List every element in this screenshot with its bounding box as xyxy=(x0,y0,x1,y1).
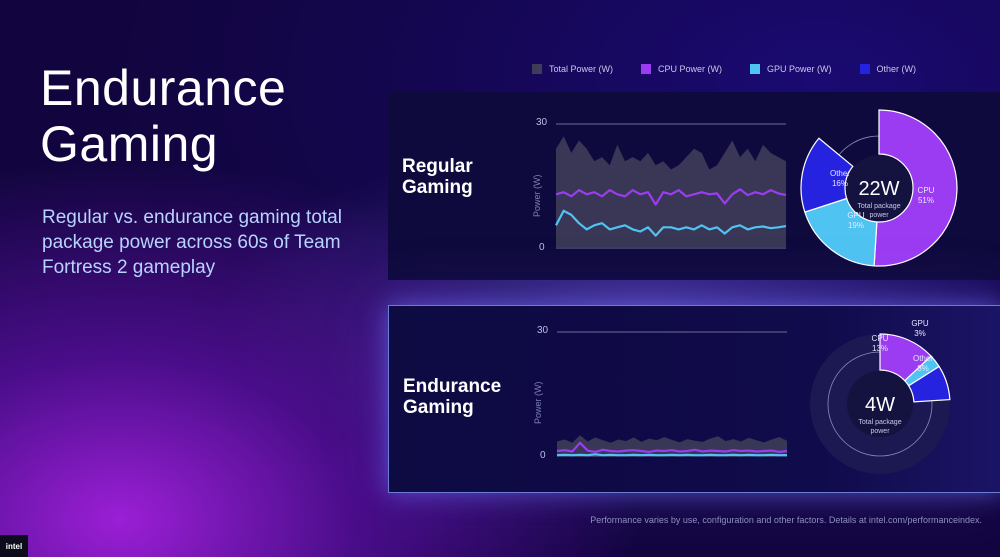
panel-label-regular: Regular Gaming xyxy=(402,156,473,198)
legend-swatch-gpu xyxy=(750,64,761,74)
ytick-max: 30 xyxy=(536,117,548,128)
legend-label-total: Total Power (W) xyxy=(549,64,614,74)
donut-label-other: Other xyxy=(913,354,933,363)
page-subtitle: Regular vs. endurance gaming total packa… xyxy=(42,207,342,278)
donut-center-label-1: Total package xyxy=(857,203,900,210)
donut-center-value: 4W xyxy=(865,394,895,416)
donut-percent-gpu: 3% xyxy=(914,329,926,338)
donut-percent-cpu: 13% xyxy=(872,344,888,353)
donut-hole xyxy=(847,371,913,437)
donut-label-gpu: GPU xyxy=(847,211,865,220)
title-line-2: Gaming xyxy=(40,116,219,172)
ytick-max: 30 xyxy=(537,325,549,336)
regular-gaming-panel: Regular Gaming 30 0 Power (W) 22W Total … xyxy=(388,92,1000,280)
legend-swatch-cpu xyxy=(641,64,652,74)
donut-percent-gpu: 19% xyxy=(848,221,864,230)
legend-item-cpu: CPU Power (W) xyxy=(641,64,722,74)
panel-label-endurance-line-1: Endurance xyxy=(403,376,502,397)
series-line-cpu-power xyxy=(556,441,788,453)
series-line-gpu-power xyxy=(555,209,787,237)
ytick-min: 0 xyxy=(540,450,546,461)
donut-percent-cpu: 51% xyxy=(918,196,934,205)
donut-hole xyxy=(846,155,912,221)
donut-percent-other: 8% xyxy=(917,364,929,373)
donut-center-value: 22W xyxy=(858,178,899,200)
donut-slice-cpu xyxy=(873,109,958,267)
donut-label-cpu: CPU xyxy=(872,334,889,343)
legend-swatch-other xyxy=(859,64,870,74)
endurance-gaming-panel: Endurance Gaming 30 0 Power (W) 4W Total… xyxy=(388,305,1000,493)
intel-logo: intel xyxy=(0,535,28,557)
series-line-cpu-power xyxy=(555,188,787,206)
legend-item-total: Total Power (W) xyxy=(532,64,613,74)
legend-label-cpu: CPU Power (W) xyxy=(658,64,723,74)
legend-label-other: Other (W) xyxy=(876,64,917,74)
donut-label-other: Other xyxy=(830,169,850,178)
regular-power-chart xyxy=(555,123,787,249)
series-line-gpu-power xyxy=(556,453,787,457)
panel-label-regular-line-2: Gaming xyxy=(402,177,473,198)
donut-label-cpu: CPU xyxy=(918,186,935,195)
donut-label-gpu: GPU xyxy=(911,319,929,328)
panel-label-regular-line-1: Regular xyxy=(402,156,473,177)
legend-swatch-total xyxy=(532,64,542,74)
title-line-1: Endurance xyxy=(40,60,287,116)
donut-slice-other xyxy=(907,365,951,403)
series-area-total-power xyxy=(556,136,786,248)
donut-center-label-1: Total package xyxy=(858,419,901,426)
donut-slice-other xyxy=(800,137,854,213)
series-area-total-power xyxy=(557,435,787,456)
donut-percent-other: 16% xyxy=(832,179,848,188)
donut-center-label-2: power xyxy=(869,212,889,219)
legend-item-other: Other (W) xyxy=(859,64,917,74)
chart-legend: Total Power (W) CPU Power (W) GPU Power … xyxy=(532,64,916,74)
footnote: Performance varies by use, configuration… xyxy=(590,515,982,525)
panel-label-endurance: Endurance Gaming xyxy=(403,376,501,418)
legend-item-gpu: GPU Power (W) xyxy=(750,64,832,74)
endurance-power-chart xyxy=(556,331,788,457)
ytick-min: 0 xyxy=(539,242,545,253)
page-title: Endurance Gaming xyxy=(40,60,286,172)
legend-label-gpu: GPU Power (W) xyxy=(767,64,832,74)
donut-center-label-2: power xyxy=(870,428,890,435)
panel-label-endurance-line-2: Gaming xyxy=(403,397,474,418)
